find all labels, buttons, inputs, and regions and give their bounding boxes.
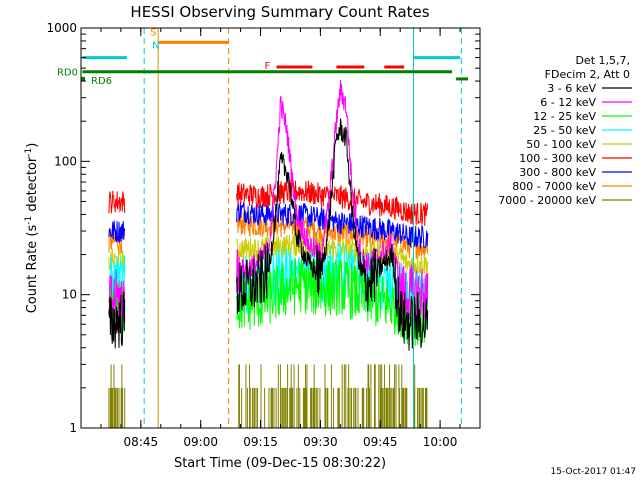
legend-label-4: 25 - 50 keV	[533, 124, 596, 137]
y-tick-label-3: 100	[54, 154, 77, 168]
flag-label-n: N	[152, 41, 159, 52]
series-9-bars-1	[108, 364, 126, 428]
chart-title: HESSI Observing Summary Count Rates	[130, 3, 429, 21]
flag-label-s: S	[150, 27, 156, 38]
x-tick-label-2: 09:00	[183, 435, 218, 449]
flag-label-rd0: RD0	[57, 68, 78, 79]
legend-label-7: 300 - 800 keV	[519, 166, 596, 179]
x-tick-label-5: 09:45	[363, 435, 398, 449]
series-1-line-2	[236, 118, 429, 351]
series-6-line-1	[108, 190, 126, 214]
legend-label-9: 7000 - 20000 keV	[498, 194, 596, 207]
x-tick-label-1: 08:45	[124, 435, 159, 449]
rd6-marker	[81, 76, 85, 81]
legend-label-8: 800 - 7000 keV	[512, 180, 596, 193]
x-axis-label: Start Time (09-Dec-15 08:30:22)	[174, 456, 386, 471]
legend-label-6: 100 - 300 keV	[519, 152, 596, 165]
y-tick-label-1: 1	[69, 421, 77, 435]
flag-label-rd6: RD6	[91, 76, 112, 87]
flag-label-f: F	[265, 61, 271, 72]
series-2-line-2	[236, 79, 429, 322]
legend-label-5: 50 - 100 keV	[526, 138, 596, 151]
timestamp: 15-Oct-2017 01:47	[551, 467, 636, 477]
x-tick-label-6: 10:00	[423, 435, 458, 449]
x-tick-label-4: 09:30	[303, 435, 338, 449]
legend-header-line2: FDecim 2, Att 0	[545, 68, 630, 81]
y-tick-label-2: 10	[62, 288, 77, 302]
legend-label-3: 12 - 25 keV	[533, 110, 596, 123]
legend-label-1: 3 - 6 keV	[547, 82, 596, 95]
series-9-bars-2	[238, 364, 428, 428]
plot-area: RD0 RD6 SN F	[57, 27, 469, 428]
legend-header-line1: Det 1,5,7,	[575, 54, 630, 67]
series-2-line-1	[108, 269, 126, 323]
y-axis-label: Count Rate (s-1 detector-1)	[24, 143, 40, 314]
series-8-line-2	[236, 212, 429, 260]
series-7-line-2	[236, 201, 429, 249]
y-tick-label-4: 1000	[46, 21, 77, 35]
legend-label-2: 6 - 12 keV	[540, 96, 596, 109]
axes: 08:45 09:00 09:15 09:30 09:45 10:00 1 10 100 1000	[46, 21, 481, 449]
series-1-line-1	[108, 291, 126, 349]
x-tick-label-3: 09:15	[243, 435, 278, 449]
series-7-line-1	[108, 220, 126, 243]
